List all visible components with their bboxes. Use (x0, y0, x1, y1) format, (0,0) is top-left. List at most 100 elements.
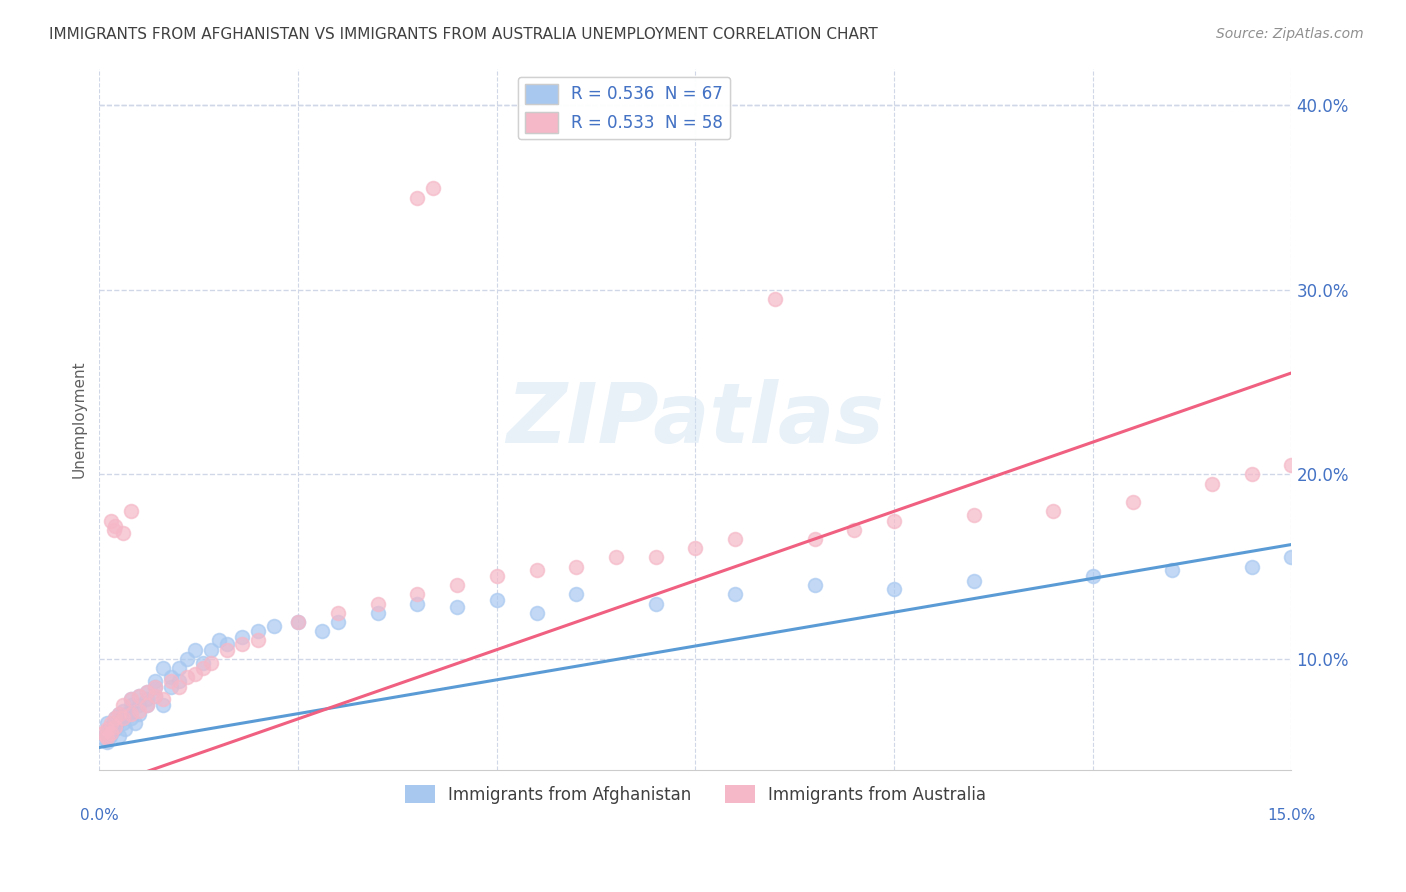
Point (1201, 476, 1223, 491)
Point (644, 597, 666, 611)
Point (184, 642, 207, 657)
Point (120, 692, 142, 706)
Point (143, 673, 166, 688)
Point (112, 711, 135, 725)
Point (143, 680, 166, 694)
Point (103, 716, 125, 731)
Point (96, 716, 118, 731)
Point (120, 704, 142, 718)
Point (128, 689, 150, 703)
Point (112, 526, 135, 541)
Point (565, 559, 588, 574)
Point (104, 711, 127, 725)
Point (485, 569, 508, 583)
Point (120, 692, 142, 706)
Point (96, 735, 118, 749)
Point (446, 578, 468, 592)
Point (160, 680, 183, 694)
Point (160, 673, 183, 688)
Point (98, 722, 121, 736)
Point (724, 532, 747, 546)
Point (200, 642, 222, 657)
Text: Source: ZipAtlas.com: Source: ZipAtlas.com (1216, 27, 1364, 41)
Point (103, 523, 125, 537)
Point (94, 730, 117, 744)
Point (120, 707, 142, 722)
Point (367, 606, 389, 620)
Point (446, 600, 468, 615)
Point (143, 680, 166, 694)
Point (526, 563, 548, 577)
Point (105, 716, 128, 731)
Point (803, 578, 825, 592)
Point (100, 514, 122, 528)
Point (406, 597, 429, 611)
Point (112, 704, 135, 718)
Point (200, 656, 222, 670)
Point (883, 514, 905, 528)
Point (367, 597, 389, 611)
Text: 15.0%: 15.0% (1267, 808, 1316, 823)
Point (136, 685, 159, 699)
Point (128, 707, 150, 722)
Point (1121, 495, 1143, 509)
Point (231, 637, 253, 651)
Point (124, 716, 146, 731)
Point (104, 722, 127, 736)
Legend: R = 0.536  N = 67, R = 0.533  N = 58: R = 0.536 N = 67, R = 0.533 N = 58 (517, 77, 730, 139)
Point (94, 725, 117, 739)
Point (152, 698, 174, 712)
Point (1240, 467, 1263, 482)
Point (231, 630, 253, 644)
Point (326, 606, 349, 620)
Y-axis label: Unemployment: Unemployment (72, 360, 86, 478)
Point (112, 716, 135, 731)
Point (1161, 563, 1184, 577)
Point (184, 666, 207, 681)
Point (724, 587, 747, 601)
Point (247, 633, 270, 648)
Point (93, 725, 115, 739)
Point (167, 673, 190, 688)
Point (100, 725, 122, 739)
Point (191, 661, 214, 675)
Point (685, 541, 707, 556)
Point (96, 731, 118, 746)
Point (1240, 559, 1263, 574)
Point (1042, 504, 1064, 518)
Point (100, 720, 122, 734)
Point (93, 731, 115, 746)
Point (962, 574, 984, 589)
Point (763, 292, 786, 306)
Point (100, 725, 122, 739)
Point (287, 615, 309, 629)
Point (215, 642, 238, 657)
Point (326, 615, 349, 629)
Point (114, 722, 136, 736)
Point (803, 532, 825, 546)
Point (117, 707, 139, 722)
Point (143, 689, 166, 703)
Point (136, 692, 159, 706)
Point (167, 680, 190, 694)
Point (263, 618, 285, 632)
Point (128, 704, 150, 718)
Point (104, 519, 127, 533)
Point (98, 730, 121, 744)
Point (1081, 569, 1104, 583)
Point (104, 711, 127, 725)
Point (152, 661, 174, 675)
Point (406, 191, 429, 205)
Point (485, 592, 508, 607)
Point (208, 633, 231, 648)
Point (152, 692, 174, 706)
Point (883, 582, 905, 596)
Text: ZIPatlas: ZIPatlas (506, 378, 884, 459)
Point (112, 711, 135, 725)
Point (176, 670, 198, 684)
Point (143, 689, 166, 703)
Point (565, 587, 588, 601)
Text: IMMIGRANTS FROM AFGHANISTAN VS IMMIGRANTS FROM AUSTRALIA UNEMPLOYMENT CORRELATIO: IMMIGRANTS FROM AFGHANISTAN VS IMMIGRANT… (49, 27, 877, 42)
Point (311, 624, 333, 639)
Point (108, 707, 131, 722)
